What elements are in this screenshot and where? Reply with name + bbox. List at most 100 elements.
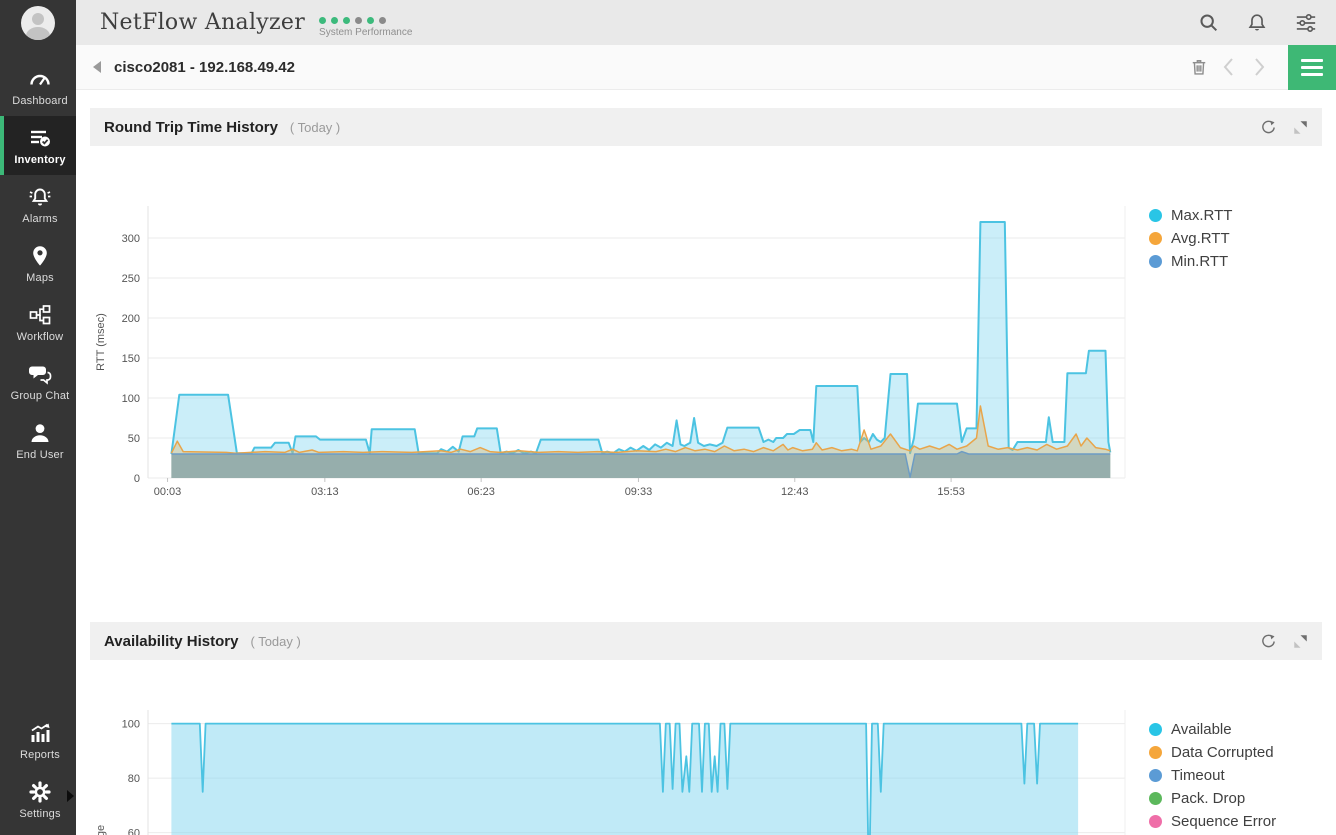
svg-text:00:03: 00:03: [154, 486, 182, 498]
device-title: cisco2081 - 192.168.49.42: [114, 58, 295, 76]
device-toolbar: cisco2081 - 192.168.49.42: [76, 44, 1336, 90]
legend-dot: [1149, 232, 1162, 245]
legend-label: Timeout: [1171, 767, 1225, 784]
svg-text:50: 50: [128, 433, 140, 445]
report-chart-icon: [31, 723, 50, 742]
status-dot: [367, 17, 375, 24]
sidebar-item-label: Workflow: [16, 330, 64, 343]
legend-label: Max.RTT: [1171, 207, 1233, 224]
svg-text:0: 0: [134, 473, 140, 485]
legend-item-timeout[interactable]: Timeout: [1149, 764, 1276, 787]
sidebar-item-label: Maps: [26, 271, 54, 284]
status-dot: [355, 17, 363, 24]
inventory-list-icon: [31, 130, 50, 146]
tagline: System Performance: [319, 27, 413, 38]
expand-icon[interactable]: [1293, 634, 1308, 649]
legend-dot: [1149, 815, 1162, 828]
svg-text:03:13: 03:13: [311, 486, 339, 498]
legend-dot: [1149, 723, 1162, 736]
sidebar: Dashboard Inventory Alarms Maps Workflow Grou…: [0, 0, 76, 835]
availability-chart: 020406080100Percentage: [90, 706, 1135, 835]
sidebar-nav-bottom: Reports Settings: [0, 711, 76, 835]
status-dot: [379, 17, 387, 24]
availability-panel-header: Availability History ( Today ): [90, 622, 1322, 660]
status-dot: [331, 17, 339, 24]
rtt-panel-header: Round Trip Time History ( Today ): [90, 108, 1322, 146]
chat-bubbles-icon: [29, 366, 52, 385]
sidebar-item-label: End User: [16, 448, 64, 461]
legend-dot: [1149, 769, 1162, 782]
sidebar-nav: Dashboard Inventory Alarms Maps Workflow Grou…: [0, 57, 76, 470]
legend-dot: [1149, 255, 1162, 268]
brand-meta: System Performance: [319, 7, 412, 38]
availability-legend: Available Data Corrupted Timeout Pack. Drop…: [1149, 706, 1276, 835]
sidebar-item-label: Settings: [19, 807, 61, 820]
legend-item-data-corrupted[interactable]: Data Corrupted: [1149, 741, 1276, 764]
sidebar-item-inventory[interactable]: Inventory: [0, 116, 76, 175]
legend-item-avg-rtt[interactable]: Avg.RTT: [1149, 227, 1232, 250]
sidebar-item-dashboard[interactable]: Dashboard: [0, 57, 76, 116]
legend-item-sequence-error[interactable]: Sequence Error: [1149, 810, 1276, 833]
app-settings-sliders-icon[interactable]: [1294, 12, 1318, 34]
svg-text:250: 250: [122, 273, 140, 285]
back-icon[interactable]: [93, 61, 101, 73]
notifications-bell-icon[interactable]: [1246, 12, 1268, 34]
legend-item-pack-drop[interactable]: Pack. Drop: [1149, 787, 1276, 810]
next-chevron-icon[interactable]: [1244, 55, 1274, 79]
map-pin-icon: [33, 245, 47, 266]
svg-text:60: 60: [128, 828, 140, 835]
availability-history-panel: Availability History ( Today ): [90, 622, 1322, 835]
person-icon: [31, 423, 49, 442]
avatar-person-icon: [32, 12, 44, 25]
previous-chevron-icon[interactable]: [1214, 55, 1244, 79]
legend-label: Avg.RTT: [1171, 230, 1230, 247]
legend-label: Available: [1171, 721, 1232, 738]
sidebar-item-alarms[interactable]: Alarms: [0, 175, 76, 234]
sidebar-item-label: Inventory: [14, 153, 66, 166]
hamburger-menu-button[interactable]: [1288, 44, 1336, 90]
workflow-icon: [29, 304, 51, 324]
main-content: Round Trip Time History ( Today ): [76, 90, 1336, 835]
legend-item-available[interactable]: Available: [1149, 718, 1276, 741]
svg-text:RTT (msec): RTT (msec): [95, 313, 107, 371]
refresh-icon[interactable]: [1260, 633, 1277, 650]
status-dot: [319, 17, 327, 24]
status-dot: [343, 17, 351, 24]
legend-item-min-rtt[interactable]: Min.RTT: [1149, 250, 1232, 273]
sidebar-item-end-user[interactable]: End User: [0, 411, 76, 470]
search-icon[interactable]: [1198, 12, 1220, 34]
svg-text:200: 200: [122, 313, 140, 325]
rtt-history-panel: Round Trip Time History ( Today ): [90, 108, 1322, 604]
delete-trash-icon[interactable]: [1184, 57, 1214, 77]
svg-text:15:53: 15:53: [937, 486, 965, 498]
sidebar-item-label: Dashboard: [12, 94, 68, 107]
avatar: [21, 5, 55, 40]
svg-text:100: 100: [122, 393, 140, 405]
user-avatar[interactable]: [0, 0, 76, 45]
submenu-arrow-icon: [67, 789, 74, 802]
svg-text:Percentage: Percentage: [95, 825, 107, 835]
legend-label: Min.RTT: [1171, 253, 1229, 270]
sidebar-item-workflow[interactable]: Workflow: [0, 293, 76, 352]
sidebar-item-maps[interactable]: Maps: [0, 234, 76, 293]
legend-item-max-rtt[interactable]: Max.RTT: [1149, 204, 1232, 227]
gauge-icon: [30, 74, 50, 85]
expand-icon[interactable]: [1293, 120, 1308, 135]
rtt-chart: 0 50 100 150 200 250 300 00:03 03:13 06:23 09:33 12…: [90, 192, 1135, 604]
app-logo: NetFlow Analyzer: [100, 10, 306, 35]
rtt-legend: Max.RTT Avg.RTT Min.RTT: [1149, 192, 1232, 604]
top-header-bar: NetFlow Analyzer System Performance: [76, 0, 1336, 45]
svg-text:06:23: 06:23: [467, 486, 495, 498]
logo-dots: [319, 17, 412, 24]
svg-text:09:33: 09:33: [625, 486, 653, 498]
legend-label: Sequence Error: [1171, 813, 1277, 830]
sidebar-item-group-chat[interactable]: Group Chat: [0, 352, 76, 411]
sidebar-item-settings[interactable]: Settings: [0, 770, 76, 829]
svg-text:80: 80: [128, 773, 140, 785]
legend-dot: [1149, 792, 1162, 805]
sidebar-item-reports[interactable]: Reports: [0, 711, 76, 770]
panel-title: Round Trip Time History: [104, 118, 278, 136]
svg-text:300: 300: [122, 233, 140, 245]
refresh-icon[interactable]: [1260, 119, 1277, 136]
